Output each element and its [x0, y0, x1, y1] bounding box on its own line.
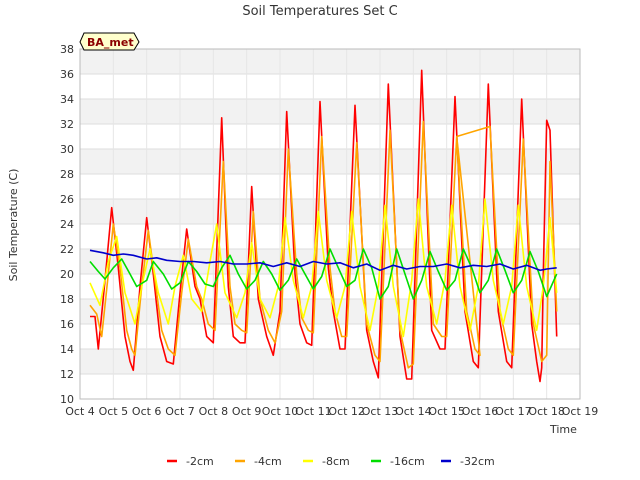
x-tick-label: Oct 5: [99, 405, 129, 418]
legend-label: -4cm: [254, 455, 282, 468]
y-axis-ticks: 10 12 14 16 18 20 22 24 26 28 30 32 34 36 38: [60, 43, 74, 406]
y-tick-label: 36: [60, 68, 74, 81]
x-tick-label: Oct 4: [65, 405, 95, 418]
y-tick-label: 22: [60, 243, 74, 256]
y-tick-label: 34: [60, 93, 74, 106]
chart-title: Soil Temperatures Set C: [242, 4, 397, 19]
y-tick-label: 38: [60, 43, 74, 56]
legend-label: -2cm: [186, 455, 214, 468]
x-axis-label: Time: [549, 423, 577, 436]
legend-label: -8cm: [322, 455, 350, 468]
site-label-background: [79, 32, 140, 51]
y-axis-label: Soil Temperature (C): [7, 169, 20, 282]
x-tick-label: Oct 9: [232, 405, 262, 418]
legend-label: -32cm: [460, 455, 495, 468]
x-tick-label: Oct 12: [328, 405, 365, 418]
x-tick-label: Oct 13: [362, 405, 399, 418]
y-tick-label: 32: [60, 118, 74, 131]
plot-band: [80, 149, 580, 174]
y-tick-label: 20: [60, 268, 74, 281]
y-tick-label: 12: [60, 368, 74, 381]
y-tick-label: 28: [60, 168, 74, 181]
axes: [79, 48, 581, 400]
legend: -2cm -4cm -8cm -16cm -32cm: [167, 455, 495, 468]
x-tick-label: Oct 10: [262, 405, 299, 418]
plot-frame: [79, 48, 581, 400]
x-tick-label: Oct 19: [562, 405, 599, 418]
x-tick-label: Oct 17: [495, 405, 532, 418]
series-line-4cmcm: [89, 120, 558, 369]
series-line-8cmcm: [89, 198, 558, 338]
y-tick-label: 24: [60, 218, 74, 231]
x-tick-label: Oct 18: [528, 405, 565, 418]
y-tick-label: 10: [60, 393, 74, 406]
x-tick-label: Oct 14: [395, 405, 432, 418]
series-line-32cmcm: [89, 249, 557, 272]
x-tick-label: Oct 8: [199, 405, 229, 418]
site-label: BA_met: [87, 36, 134, 49]
x-tick-label: Oct 15: [428, 405, 465, 418]
x-axis-ticks: Oct 4 Oct 5 Oct 6 Oct 7 Oct 8 Oct 9 Oct 10Oct …: [65, 405, 598, 418]
plot-band: [80, 299, 580, 324]
y-tick-label: 26: [60, 193, 74, 206]
plot-band: [80, 49, 580, 74]
x-tick-label: Oct 16: [462, 405, 499, 418]
series-lines: [89, 69, 558, 383]
plot-band: [80, 99, 580, 124]
y-tick-label: 14: [60, 343, 74, 356]
y-tick-label: 30: [60, 143, 74, 156]
plot-band: [80, 199, 580, 224]
series-line-16cmcm: [89, 248, 558, 300]
x-tick-label: Oct 7: [165, 405, 195, 418]
y-tick-label: 18: [60, 293, 74, 306]
plot-band: [80, 349, 580, 374]
site-label-box: BA_met: [79, 32, 140, 51]
x-tick-label: Oct 6: [132, 405, 162, 418]
legend-label: -16cm: [390, 455, 425, 468]
x-tick-label: Oct 11: [295, 405, 332, 418]
y-tick-label: 16: [60, 318, 74, 331]
